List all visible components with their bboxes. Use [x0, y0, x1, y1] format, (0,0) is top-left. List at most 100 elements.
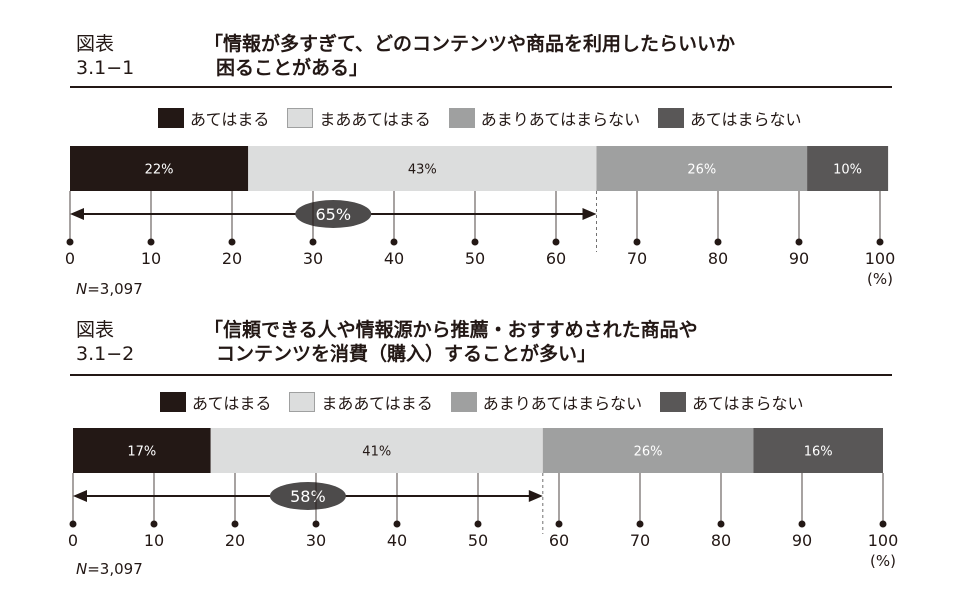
legend-label-not-really: あまりあてはまらない: [482, 394, 643, 413]
legend-swatch-applies: [160, 392, 186, 412]
tick-dot-30: [309, 238, 317, 246]
tick-label-20: 20: [222, 249, 242, 268]
bar-segment-somewhat-applies: [248, 146, 597, 191]
figure-1-legend: あてはまる まああてはまる あまりあてはまらない あてはまらない: [158, 106, 820, 130]
tick-dot-20: [228, 238, 236, 246]
figure-2-number: 図表3.1−2: [76, 319, 135, 365]
legend-item-applies: あてはまる: [158, 106, 269, 130]
bar-segment-not-really: [596, 146, 808, 191]
tick-label-30: 30: [303, 249, 323, 268]
tick-dot-30: [312, 520, 320, 528]
tick-label-90: 90: [789, 249, 809, 268]
figure-2-title-line-2: コンテンツを消費（購入）することが多い」: [216, 343, 597, 365]
figure-1-chart: 22% 43% 26% 10% 65% 0 10 20 30 40 50 60 70 80 90 100 (%): [65, 146, 895, 288]
bracket-label: 65%: [315, 205, 351, 224]
tick-label-50: 50: [468, 531, 488, 550]
tick-label-80: 80: [711, 531, 731, 550]
legend-label-not-really: あまりあてはまらない: [480, 110, 641, 129]
tick-label-0: 0: [65, 249, 75, 268]
tick-label-100: 100: [868, 531, 899, 550]
figure-1-n-value: =3,097: [87, 280, 143, 298]
legend-item-not-really: あまりあてはまらない: [450, 390, 643, 414]
legend-item-not-at-all: あてはまらない: [658, 106, 802, 130]
tick-dot-50: [474, 520, 482, 528]
tick-dot-100: [879, 520, 887, 528]
figure-1-title-text: 「情報が多すぎて、どのコンテンツや商品を利用したらいいか 困ることがある」: [204, 32, 844, 80]
legend-swatch-not-really: [448, 108, 475, 128]
legend-swatch-not-at-all: [660, 392, 687, 412]
tick-dot-0: [69, 520, 77, 528]
data-label-applies: 17%: [127, 445, 156, 460]
tick-dot-60: [552, 238, 560, 246]
tick-label-70: 70: [627, 249, 647, 268]
bracket-arrow-left-head: [70, 208, 84, 220]
legend-item-not-really: あまりあてはまらない: [448, 106, 641, 130]
figure-1-rule: [70, 86, 892, 88]
figure-1-n-symbol: N: [76, 280, 88, 298]
tick-dot-0: [66, 238, 74, 246]
tick-label-50: 50: [465, 249, 485, 268]
tick-dot-90: [798, 520, 806, 528]
tick-label-40: 40: [387, 531, 407, 550]
tick-label-90: 90: [792, 531, 812, 550]
bracket-arrow-left-head: [73, 490, 87, 502]
legend-item-applies: あてはまる: [160, 390, 271, 414]
figure-2-title-text: 「信頼できる人や情報源から推薦・おすすめされた商品や コンテンツを消費（購入）す…: [204, 318, 844, 366]
tick-dot-10: [147, 238, 155, 246]
data-label-not-at-all: 10%: [833, 163, 862, 178]
legend-swatch-not-really: [450, 392, 477, 412]
legend-label-not-at-all: あてはまらない: [690, 110, 802, 129]
tick-dot-10: [150, 520, 158, 528]
legend-swatch-somewhat-applies: [289, 392, 316, 412]
tick-label-10: 10: [144, 531, 164, 550]
legend-label-somewhat-applies: まああてはまる: [321, 394, 433, 413]
legend-swatch-somewhat-applies: [287, 108, 314, 128]
tick-label-10: 10: [141, 249, 161, 268]
figure-1-number: 図表3.1−1: [76, 33, 135, 79]
tick-label-80: 80: [708, 249, 728, 268]
figure-2-legend: あてはまる まああてはまる あまりあてはまらない あてはまらない: [160, 390, 822, 414]
legend-label-somewhat-applies: まああてはまる: [319, 110, 431, 129]
data-label-not-really: 26%: [634, 445, 663, 460]
bracket-ellipse: [295, 200, 372, 228]
bar-segment-not-really: [542, 428, 754, 473]
bracket-arrow-right-head: [528, 490, 543, 502]
legend-swatch-applies: [158, 108, 184, 128]
data-label-not-really: 26%: [687, 163, 716, 178]
tick-dot-50: [471, 238, 479, 246]
tick-dot-80: [717, 520, 725, 528]
legend-label-applies: あてはまる: [192, 394, 272, 413]
axis-unit-label: (%): [870, 552, 896, 570]
tick-label-30: 30: [306, 531, 326, 550]
figure-2-chart: 17% 41% 26% 16% 58% 0 10 20 30 40 50 60 70 80 90 100 (%): [68, 428, 899, 570]
bracket-ellipse: [269, 482, 346, 510]
legend-item-somewhat-applies: まああてはまる: [287, 106, 431, 130]
bar-segment-somewhat-applies: [210, 428, 543, 473]
bracket-arrow-right-head: [582, 208, 597, 220]
tick-dot-40: [393, 520, 401, 528]
figure-2-sample-size: N=3,097: [76, 560, 143, 578]
figure-1-sample-size: N=3,097: [76, 280, 143, 298]
tick-label-40: 40: [384, 249, 404, 268]
figure-1-title-line-1: 「情報が多すぎて、どのコンテンツや商品を利用したらいいか: [204, 33, 736, 55]
tick-dot-70: [633, 238, 641, 246]
figure-2-rule: [70, 374, 892, 376]
legend-swatch-not-at-all: [658, 108, 685, 128]
tick-dot-60: [555, 520, 563, 528]
legend-label-not-at-all: あてはまらない: [692, 394, 804, 413]
legend-item-somewhat-applies: まああてはまる: [289, 390, 433, 414]
bar-segment-applies: [73, 428, 211, 473]
legend-label-applies: あてはまる: [190, 110, 270, 129]
bracket-label: 58%: [290, 487, 326, 506]
data-label-somewhat-applies: 43%: [408, 163, 437, 178]
figure-2-title-line-1: 「信頼できる人や情報源から推薦・おすすめされた商品や: [204, 319, 698, 341]
tick-dot-80: [714, 238, 722, 246]
bar-segment-applies: [70, 146, 249, 191]
tick-dot-40: [390, 238, 398, 246]
axis-unit-label: (%): [867, 270, 893, 288]
tick-dot-70: [636, 520, 644, 528]
tick-dot-100: [876, 238, 884, 246]
legend-item-not-at-all: あてはまらない: [660, 390, 804, 414]
tick-label-0: 0: [68, 531, 78, 550]
figure-1-title-line-2: 困ることがある」: [216, 57, 369, 79]
